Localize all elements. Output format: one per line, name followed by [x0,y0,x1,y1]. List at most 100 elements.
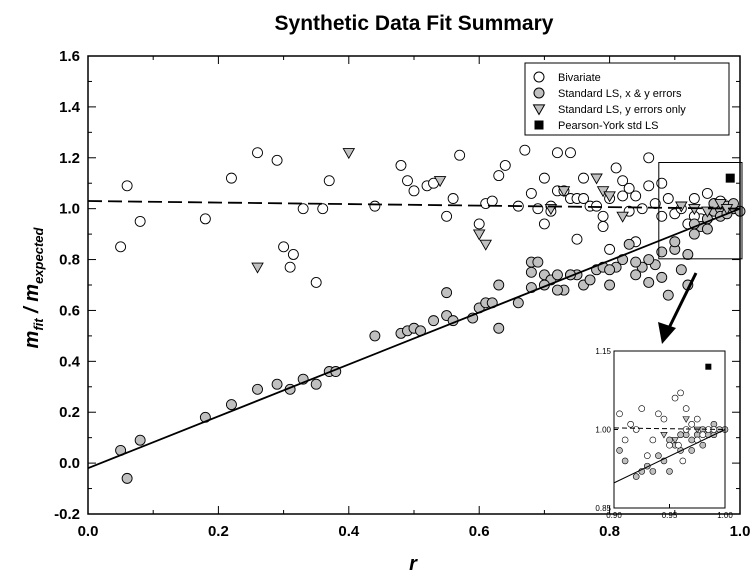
inset-standard-ls-fit-line [613,429,726,484]
inset-bivariate-point [666,441,673,449]
zoom-arrow-shaft [666,272,698,331]
standard-ls-fit-line [87,207,741,470]
standard-ls-xy-point [512,297,524,309]
standard-ls-xy-point [656,246,668,258]
inset-bivariate-point [675,441,682,449]
standard-ls-xy-point [701,223,713,235]
standard-ls-xy-point [630,269,642,281]
legend-label: Standard LS, y errors only [558,104,686,116]
inset-gray-point [666,468,673,475]
inset-gray-point [699,441,707,449]
standard-ls-xy-point [493,279,505,291]
bivariate-point [473,218,485,230]
bivariate-point [551,147,563,159]
bivariate-fit-line [87,200,741,210]
bivariate-point [278,241,290,253]
inset-x-tick-label: 0.90 [606,511,622,520]
bivariate-point [271,154,283,166]
bivariate-point [310,277,322,288]
standard-ls-xy-point [662,289,674,301]
inset-frame [613,350,726,509]
bivariate-point [323,175,335,187]
standard-ls-y-point [472,229,486,241]
bivariate-point [447,193,459,204]
bivariate-point [656,210,668,222]
inset-square-point [705,363,712,370]
legend-label: Bivariate [558,72,601,84]
y-label-separator: / m [21,284,43,318]
y-tick-label: 0.6 [59,302,80,319]
bivariate-point [402,175,413,187]
zoom-region-box [658,162,743,260]
bivariate-point [441,210,453,222]
y-axis-label: mfit / mexpected [21,227,46,349]
bivariate-point [701,187,713,199]
standard-ls-y-point [590,173,603,185]
y-label-main: m [21,331,43,349]
standard-ls-y-point [479,239,492,251]
standard-ls-xy-point [584,274,596,286]
inset-triangle-point [693,426,701,434]
y-tick-label: 1.2 [59,150,80,167]
y-label-sub-expected: expected [31,227,46,284]
bivariate-point [662,193,674,204]
standard-ls-xy-point [669,236,681,248]
bivariate-point [493,170,505,182]
bivariate-point [630,190,642,202]
inset-bivariate-point [660,415,668,423]
y-tick-label: 0.2 [59,404,80,421]
inset-gray-point [688,436,696,444]
y-tick-label: 1.6 [59,48,80,65]
bivariate-point [519,144,531,156]
inset-gray-point [688,447,696,454]
bivariate-point [525,187,537,199]
bivariate-point [134,215,146,227]
bivariate-point [395,159,407,171]
legend-box [524,62,730,136]
standard-ls-xy-point [675,264,687,276]
bivariate-point [287,249,299,260]
y-tick-label: 1.0 [59,201,80,218]
bivariate-point [617,175,629,187]
y-label-sub-fit: fit [31,318,46,331]
standard-ls-y-point [433,176,447,188]
standard-ls-xy-point [271,378,283,390]
x-tick-label: 0.2 [208,523,229,540]
bivariate-point [454,149,466,161]
bivariate-point [597,221,609,232]
standard-ls-y-point [675,201,688,213]
inset-y-tick-label: 1.00 [595,426,611,435]
y-tick-label: 0.0 [59,455,80,472]
y-tick-label: 1.4 [59,99,81,116]
standard-ls-xy-point [623,238,635,250]
legend-label: Pearson-York std LS [558,120,658,132]
x-tick-label: 0.0 [78,523,99,540]
standard-ls-xy-point [225,399,237,411]
inset-bivariate-point [682,426,690,433]
standard-ls-xy-point [252,383,263,395]
inset-y-tick-label: 1.15 [595,347,611,356]
bivariate-point [578,193,589,204]
legend-open-circle-icon [533,71,545,83]
legend-gray-circle-icon [533,87,545,99]
x-tick-label: 0.8 [599,523,620,540]
bivariate-point [317,203,329,215]
bivariate-point [538,218,550,230]
standard-ls-y-point [701,206,714,218]
bivariate-point [199,213,211,225]
bivariate-point [617,190,629,202]
bivariate-point [297,203,309,215]
plot-frame [87,55,741,515]
legend-square-icon [534,120,544,130]
y-tick-label: 0.8 [59,252,80,269]
inset-bivariate-point [682,405,690,412]
bivariate-point [252,147,263,159]
bivariate-point [649,198,661,210]
y-tick-label: 0.4 [59,353,81,370]
standard-ls-xy-point [121,472,133,484]
standard-ls-xy-point [604,279,616,291]
inset-bivariate-point [679,457,687,465]
legend-triangle-icon [532,104,546,116]
x-tick-label: 0.6 [469,523,490,540]
